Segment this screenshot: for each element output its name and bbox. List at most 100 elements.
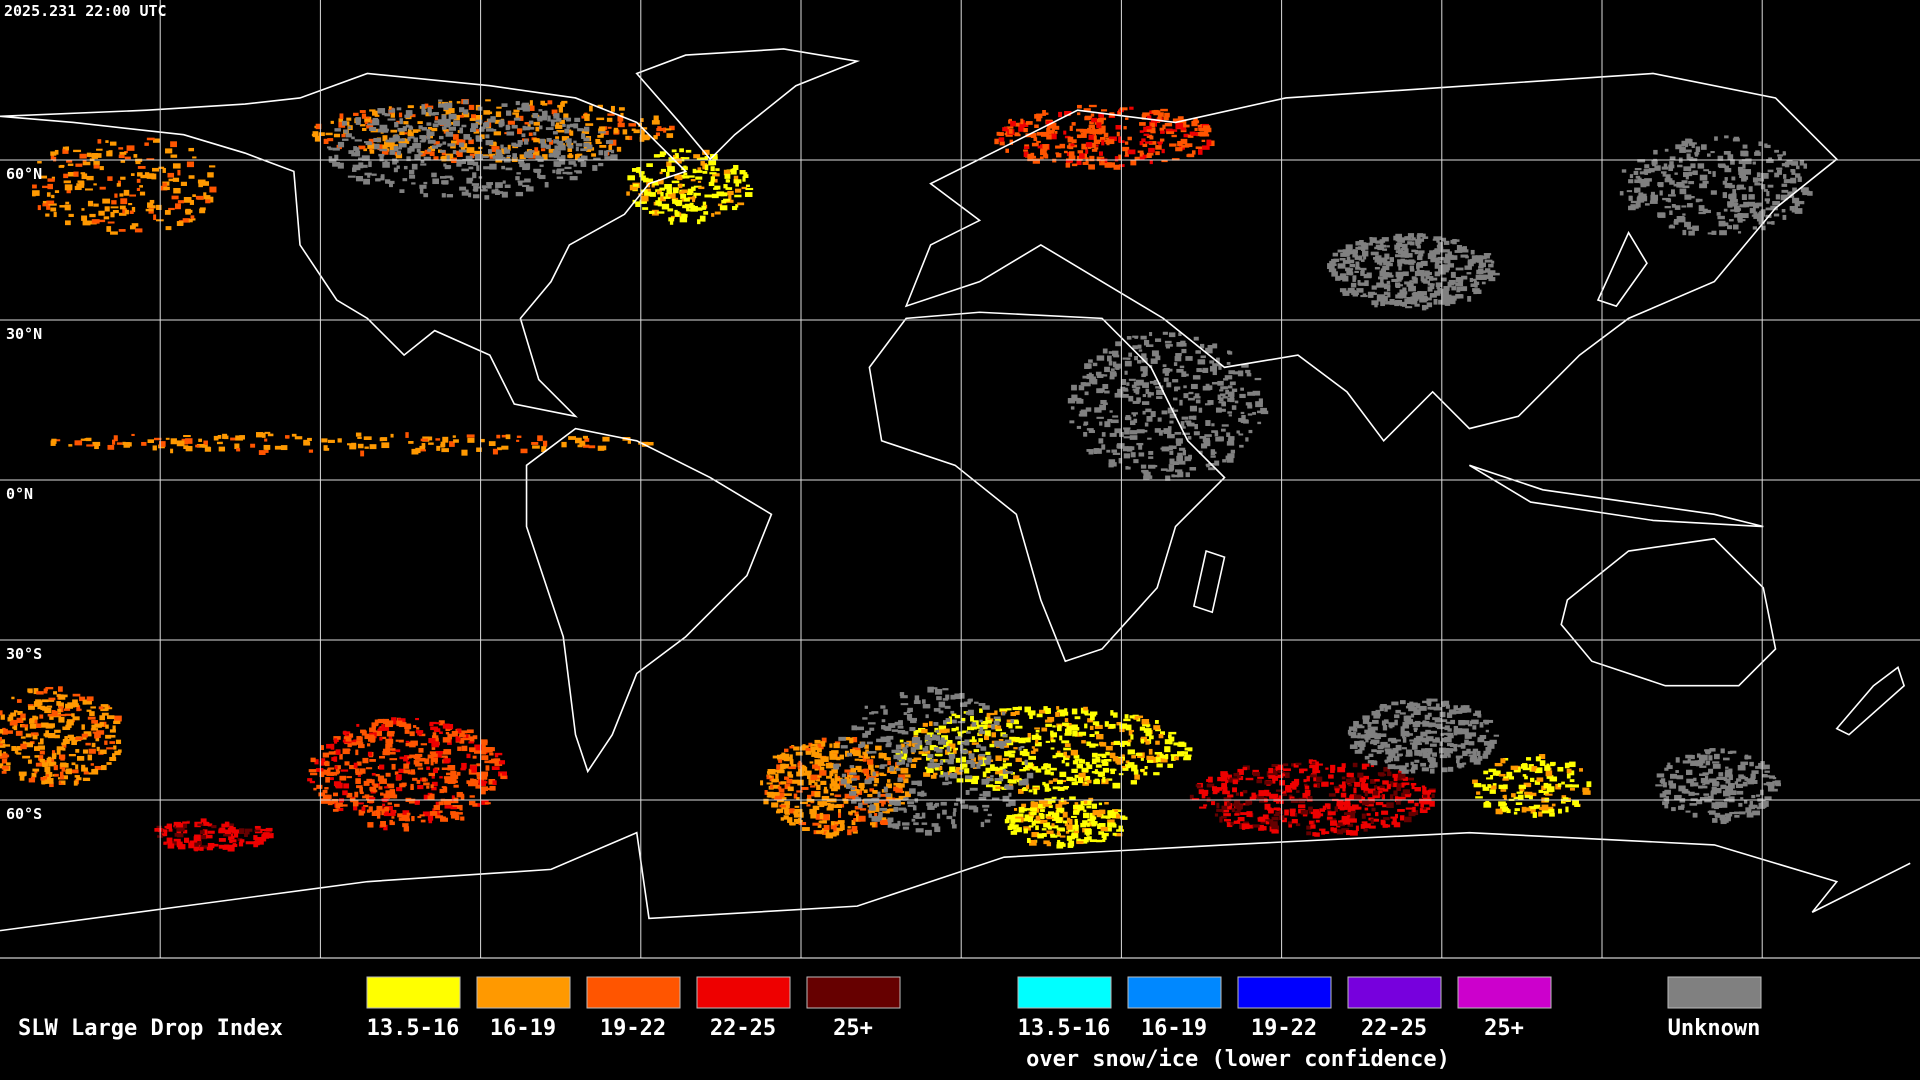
cloud-pixel [395, 153, 403, 159]
cloud-pixel [1695, 146, 1701, 153]
cloud-pixel [1143, 471, 1151, 477]
cloud-pixel [346, 776, 352, 779]
cloud-pixel [964, 768, 970, 774]
cloud-pixel [1192, 375, 1201, 380]
cloud-pixel [956, 778, 964, 783]
cloud-pixel [838, 809, 842, 814]
cloud-pixel [820, 780, 827, 786]
cloud-pixel [412, 129, 421, 132]
cloud-pixel [1037, 735, 1042, 741]
cloud-pixel [403, 763, 410, 769]
cloud-pixel [415, 762, 423, 767]
cloud-pixel [604, 156, 611, 160]
cloud-pixel [1177, 751, 1185, 757]
cloud-pixel [533, 132, 537, 136]
cloud-pixel [221, 823, 229, 828]
cloud-pixel [712, 156, 718, 160]
cloud-pixel [830, 821, 836, 827]
cloud-pixel [814, 791, 821, 798]
cloud-pixel [1048, 804, 1053, 808]
cloud-pixel [372, 110, 378, 116]
cloud-pixel [1088, 104, 1097, 108]
cloud-pixel [957, 731, 964, 734]
cloud-pixel [1082, 375, 1089, 379]
cloud-pixel [556, 129, 565, 133]
cloud-pixel [1077, 112, 1081, 116]
cloud-pixel [1131, 765, 1137, 772]
cloud-pixel [1741, 177, 1747, 182]
cloud-pixel [802, 827, 810, 832]
cloud-pixel [360, 729, 366, 734]
cloud-pixel [1561, 781, 1565, 785]
cloud-pixel [1682, 185, 1690, 189]
cloud-pixel [1637, 159, 1646, 163]
cloud-pixel [1427, 712, 1432, 717]
cloud-pixel [1026, 783, 1030, 790]
cloud-pixel [442, 786, 448, 793]
cloud-pixel [1393, 775, 1398, 782]
cloud-pixel [1309, 820, 1314, 825]
cloud-pixel [565, 140, 570, 143]
cloud-pixel [1388, 722, 1395, 728]
cloud-pixel [257, 836, 265, 841]
cloud-pixel [1659, 190, 1663, 196]
cloud-pixel [1397, 237, 1405, 243]
cloud-pixel [1524, 775, 1528, 780]
cloud-pixel [1424, 748, 1433, 753]
cloud-pixel [853, 818, 858, 822]
cloud-pixel [1312, 832, 1317, 837]
cloud-pixel [1127, 762, 1135, 768]
cloud-pixel [1122, 357, 1131, 360]
cloud-pixel [1231, 807, 1235, 813]
cloud-pixel [1420, 762, 1427, 767]
cloud-pixel [92, 731, 100, 734]
cloud-pixel [1789, 206, 1795, 211]
cloud-pixel [607, 126, 612, 129]
cloud-pixel [309, 780, 316, 784]
cloud-pixel [370, 734, 375, 739]
cloud-pixel [557, 104, 562, 108]
cloud-pixel [1526, 757, 1532, 761]
cloud-pixel [1251, 792, 1256, 798]
cloud-pixel [443, 163, 447, 167]
cloud-pixel [308, 769, 317, 773]
cloud-pixel [1264, 803, 1271, 810]
cloud-pixel [1073, 804, 1081, 810]
cloud-pixel [474, 150, 482, 157]
cloud-pixel [1483, 770, 1489, 775]
cloud-pixel [1437, 287, 1442, 294]
cloud-pixel [1382, 284, 1391, 288]
cloud-pixel [39, 758, 45, 763]
cloud-pixel [1424, 714, 1430, 720]
cloud-pixel [734, 194, 742, 198]
cloud-pixel [1440, 277, 1447, 282]
cloud-pixel [675, 201, 682, 207]
cloud-pixel [5, 744, 11, 747]
cloud-pixel [1165, 344, 1171, 349]
cloud-pixel [1392, 782, 1398, 788]
cloud-pixel [1180, 125, 1187, 131]
cloud-pixel [1053, 825, 1059, 829]
cloud-pixel [1348, 732, 1357, 736]
cloud-pixel [405, 124, 410, 128]
cloud-pixel [659, 171, 663, 175]
cloud-pixel [446, 194, 454, 198]
cloud-pixel [1064, 728, 1072, 734]
cloud-pixel [849, 737, 854, 744]
cloud-pixel [1419, 705, 1427, 711]
cloud-pixel [1389, 794, 1394, 800]
cloud-pixel [903, 774, 911, 778]
cloud-pixel [1392, 773, 1400, 778]
cloud-pixel [1351, 292, 1359, 295]
cloud-pixel [566, 124, 571, 129]
cloud-pixel [482, 187, 486, 190]
cloud-pixel [1460, 705, 1465, 709]
cloud-pixel [1782, 152, 1787, 156]
cloud-pixel [421, 109, 427, 115]
cloud-pixel [365, 141, 372, 146]
cloud-pixel [1002, 774, 1009, 779]
cloud-pixel [616, 146, 622, 152]
cloud-pixel [1405, 807, 1414, 810]
cloud-pixel [104, 740, 108, 745]
cloud-pixel [53, 691, 58, 695]
